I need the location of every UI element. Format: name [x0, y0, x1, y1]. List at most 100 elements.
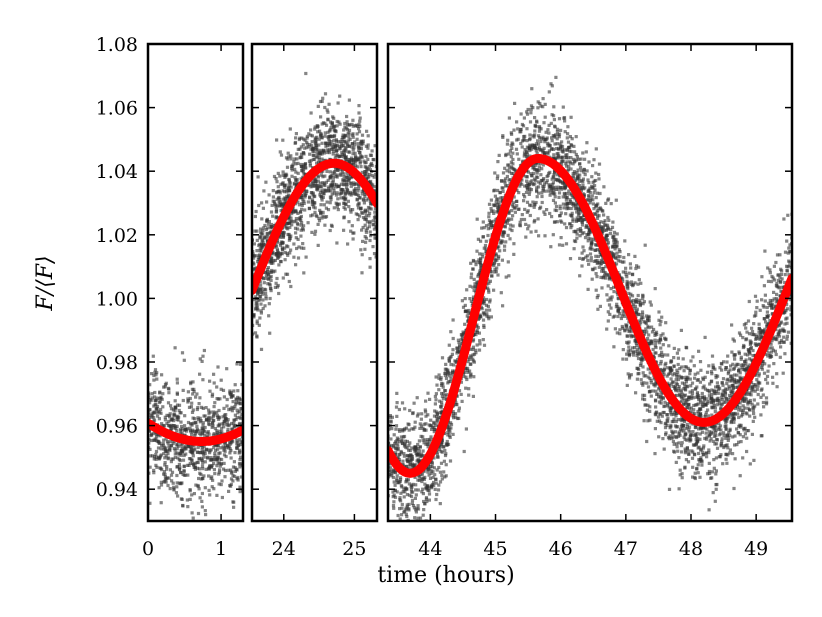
data-point: [738, 433, 742, 437]
data-point: [329, 198, 333, 202]
data-point: [326, 110, 330, 114]
data-point: [676, 449, 680, 453]
data-point: [544, 181, 548, 185]
data-point: [267, 314, 271, 318]
data-point: [368, 211, 372, 215]
data-point: [279, 233, 283, 237]
data-point: [281, 234, 285, 238]
data-point: [402, 452, 406, 456]
data-point: [582, 168, 586, 172]
data-point: [548, 144, 552, 148]
data-point: [162, 452, 166, 456]
data-point: [619, 316, 623, 321]
data-point: [768, 319, 772, 323]
data-point: [714, 469, 718, 473]
data-point: [546, 173, 550, 178]
data-point: [332, 124, 336, 128]
data-point: [752, 406, 756, 410]
data-point: [393, 483, 397, 487]
data-point: [576, 228, 580, 232]
data-point: [677, 456, 681, 460]
data-point: [629, 266, 633, 270]
data-point: [782, 217, 786, 221]
data-point: [678, 468, 682, 472]
data-point: [700, 430, 704, 434]
data-point: [186, 397, 190, 401]
data-point: [677, 374, 681, 378]
data-point: [296, 147, 300, 151]
data-point: [571, 217, 575, 221]
data-point: [320, 216, 324, 220]
data-point: [219, 462, 223, 466]
data-point: [460, 342, 464, 346]
data-point: [368, 238, 372, 243]
data-point: [190, 451, 195, 455]
data-point: [159, 453, 163, 457]
data-point: [638, 298, 642, 302]
data-point: [158, 391, 162, 395]
data-point: [194, 395, 198, 399]
data-point: [173, 399, 177, 403]
data-point: [190, 423, 194, 427]
data-point: [356, 142, 360, 146]
data-point: [182, 358, 186, 362]
data-point: [777, 334, 782, 338]
data-point: [676, 356, 680, 360]
data-point: [557, 135, 561, 139]
data-point: [267, 220, 271, 224]
data-point: [160, 373, 164, 377]
data-point: [342, 139, 346, 143]
data-point: [159, 447, 163, 451]
data-point: [720, 398, 724, 402]
data-point: [596, 293, 600, 298]
data-point: [290, 164, 294, 168]
data-point: [662, 447, 666, 451]
data-point: [566, 132, 570, 136]
data-point: [535, 186, 539, 190]
data-point: [317, 219, 322, 223]
data-point: [733, 457, 737, 461]
data-point: [162, 480, 166, 484]
data-point: [300, 207, 304, 211]
data-point: [680, 419, 684, 423]
data-point: [361, 225, 365, 230]
data-point: [331, 186, 335, 190]
data-point: [486, 233, 490, 238]
data-point: [203, 425, 207, 430]
data-point: [680, 441, 684, 445]
data-point: [178, 468, 182, 472]
data-point: [342, 172, 346, 176]
data-point: [347, 220, 351, 224]
data-point: [684, 449, 688, 453]
data-point: [258, 242, 262, 246]
data-point: [508, 178, 512, 182]
data-point: [616, 255, 620, 259]
data-point: [482, 246, 486, 250]
data-point: [553, 142, 557, 146]
data-point: [604, 201, 608, 205]
data-point: [416, 446, 420, 451]
data-point: [374, 172, 377, 176]
data-point: [325, 200, 329, 204]
data-point: [595, 191, 600, 195]
data-point: [416, 516, 420, 520]
data-point: [731, 435, 735, 439]
data-point: [435, 383, 439, 387]
data-point: [336, 140, 340, 144]
data-point: [397, 407, 401, 412]
data-point: [723, 395, 727, 399]
data-point: [163, 415, 167, 419]
data-point: [261, 289, 265, 294]
data-point: [358, 124, 362, 128]
data-point: [293, 157, 297, 161]
data-point: [353, 192, 357, 196]
data-point: [665, 423, 669, 428]
data-point: [208, 389, 212, 393]
data-point: [336, 168, 340, 172]
data-point: [484, 303, 489, 307]
data-point: [690, 391, 695, 395]
data-point: [659, 421, 663, 425]
data-point: [267, 260, 271, 264]
data-point: [359, 248, 363, 252]
data-point: [232, 422, 236, 426]
